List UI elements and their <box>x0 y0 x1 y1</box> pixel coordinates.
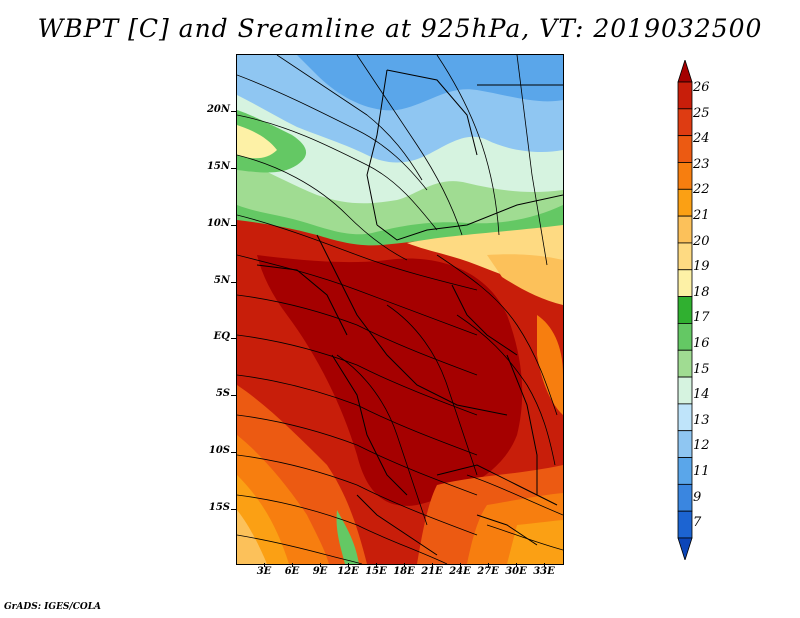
colorbar-arrow-top <box>677 60 693 83</box>
colorbar-segment <box>677 483 693 512</box>
colorbar-label-11: 11 <box>693 464 710 479</box>
x-axis-tick <box>432 563 433 567</box>
x-axis-tick <box>460 563 461 567</box>
x-axis-tick <box>488 563 489 567</box>
y-axis-label-5s: 5S <box>215 388 230 399</box>
colorbar-segment <box>677 242 693 271</box>
colorbar-label-23: 23 <box>693 157 710 172</box>
colorbar-segment <box>677 269 693 297</box>
colorbar-segment <box>677 108 693 137</box>
colorbar <box>677 60 693 560</box>
wbpt-band-21-se <box>507 520 563 564</box>
colorbar-label-17: 17 <box>693 310 710 325</box>
colorbar-segment <box>677 510 693 539</box>
colorbar-segment <box>677 457 693 485</box>
grads-credit: GrADS: IGES/COLA <box>4 602 102 612</box>
colorbar-segment <box>677 296 693 324</box>
colorbar-label-7: 7 <box>693 515 702 530</box>
x-axis-label-18e: 18E <box>393 566 415 577</box>
x-axis-tick <box>376 563 377 567</box>
x-axis-label-33e: 33E <box>533 566 555 577</box>
colorbar-label-12: 12 <box>693 438 710 453</box>
x-axis-tick <box>292 563 293 567</box>
colorbar-segment <box>677 81 693 110</box>
map-canvas <box>237 55 563 564</box>
y-axis-tick <box>231 282 236 283</box>
x-axis-label-24e: 24E <box>449 566 471 577</box>
colorbar-segment <box>677 376 693 405</box>
wbpt-band-17-south <box>336 510 359 564</box>
colorbar-label-14: 14 <box>693 387 710 402</box>
y-axis-label-eq: EQ <box>213 331 230 342</box>
wbpt-band-20-sw <box>237 510 267 564</box>
colorbar-segment <box>677 135 693 163</box>
wbpt-band-11 <box>297 55 563 111</box>
x-axis-tick <box>264 563 265 567</box>
x-axis-label-21e: 21E <box>421 566 443 577</box>
y-axis-tick <box>231 452 236 453</box>
y-axis-label-20n: 20N <box>206 104 230 115</box>
y-axis-label-10n: 10N <box>206 218 230 229</box>
y-axis-label-15s: 15S <box>208 502 230 513</box>
x-axis-label-27e: 27E <box>477 566 499 577</box>
x-axis-tick <box>404 563 405 567</box>
colorbar-segment <box>677 430 693 458</box>
colorbar-label-15: 15 <box>693 362 710 377</box>
x-axis-label-15e: 15E <box>365 566 387 577</box>
colorbar-label-19: 19 <box>693 259 710 274</box>
y-axis-tick <box>231 509 236 510</box>
colorbar-label-13: 13 <box>693 413 710 428</box>
y-axis-tick <box>231 111 236 112</box>
colorbar-label-26: 26 <box>693 80 710 95</box>
colorbar-segment <box>677 403 693 432</box>
colorbar-label-21: 21 <box>693 208 710 223</box>
x-axis-label-6e: 6E <box>284 566 300 577</box>
colorbar-segment <box>677 215 693 244</box>
colorbar-segment <box>677 323 693 351</box>
colorbar-segment <box>677 188 693 217</box>
y-axis-label-10s: 10S <box>208 445 230 456</box>
y-axis-label-15n: 15N <box>206 161 230 172</box>
x-axis-tick <box>544 563 545 567</box>
colorbar-label-9: 9 <box>693 490 702 505</box>
y-axis-tick <box>231 168 236 169</box>
colorbar-label-20: 20 <box>693 234 710 249</box>
y-axis-tick <box>231 225 236 226</box>
colorbar-label-22: 22 <box>693 182 710 197</box>
x-axis-label-12e: 12E <box>337 566 359 577</box>
x-axis-tick <box>516 563 517 567</box>
map-plot-area <box>236 54 564 565</box>
colorbar-label-24: 24 <box>693 131 710 146</box>
y-axis-label-5n: 5N <box>213 275 230 286</box>
wbpt-band-18-west <box>237 125 277 159</box>
x-axis-label-30e: 30E <box>505 566 527 577</box>
country-borders <box>256 69 563 556</box>
y-axis-tick <box>231 395 236 396</box>
colorbar-label-18: 18 <box>693 285 710 300</box>
x-axis-label-9e: 9E <box>312 566 328 577</box>
x-axis-label-3e: 3E <box>256 566 272 577</box>
chart-title: WBPT [C] and Sreamline at 925hPa, VT: 20… <box>37 14 763 43</box>
colorbar-segment <box>677 349 693 378</box>
colorbar-label-25: 25 <box>693 106 710 121</box>
x-axis-tick <box>320 563 321 567</box>
colorbar-label-16: 16 <box>693 336 710 351</box>
wbpt-band-20 <box>487 254 563 305</box>
colorbar-arrow-bottom <box>677 537 693 560</box>
colorbar-segment <box>677 162 693 190</box>
colorbar-segments <box>677 60 693 560</box>
x-axis-tick <box>348 563 349 567</box>
y-axis-tick <box>231 338 236 339</box>
wbpt-band-22-east <box>537 315 563 415</box>
streamlines <box>237 55 563 564</box>
